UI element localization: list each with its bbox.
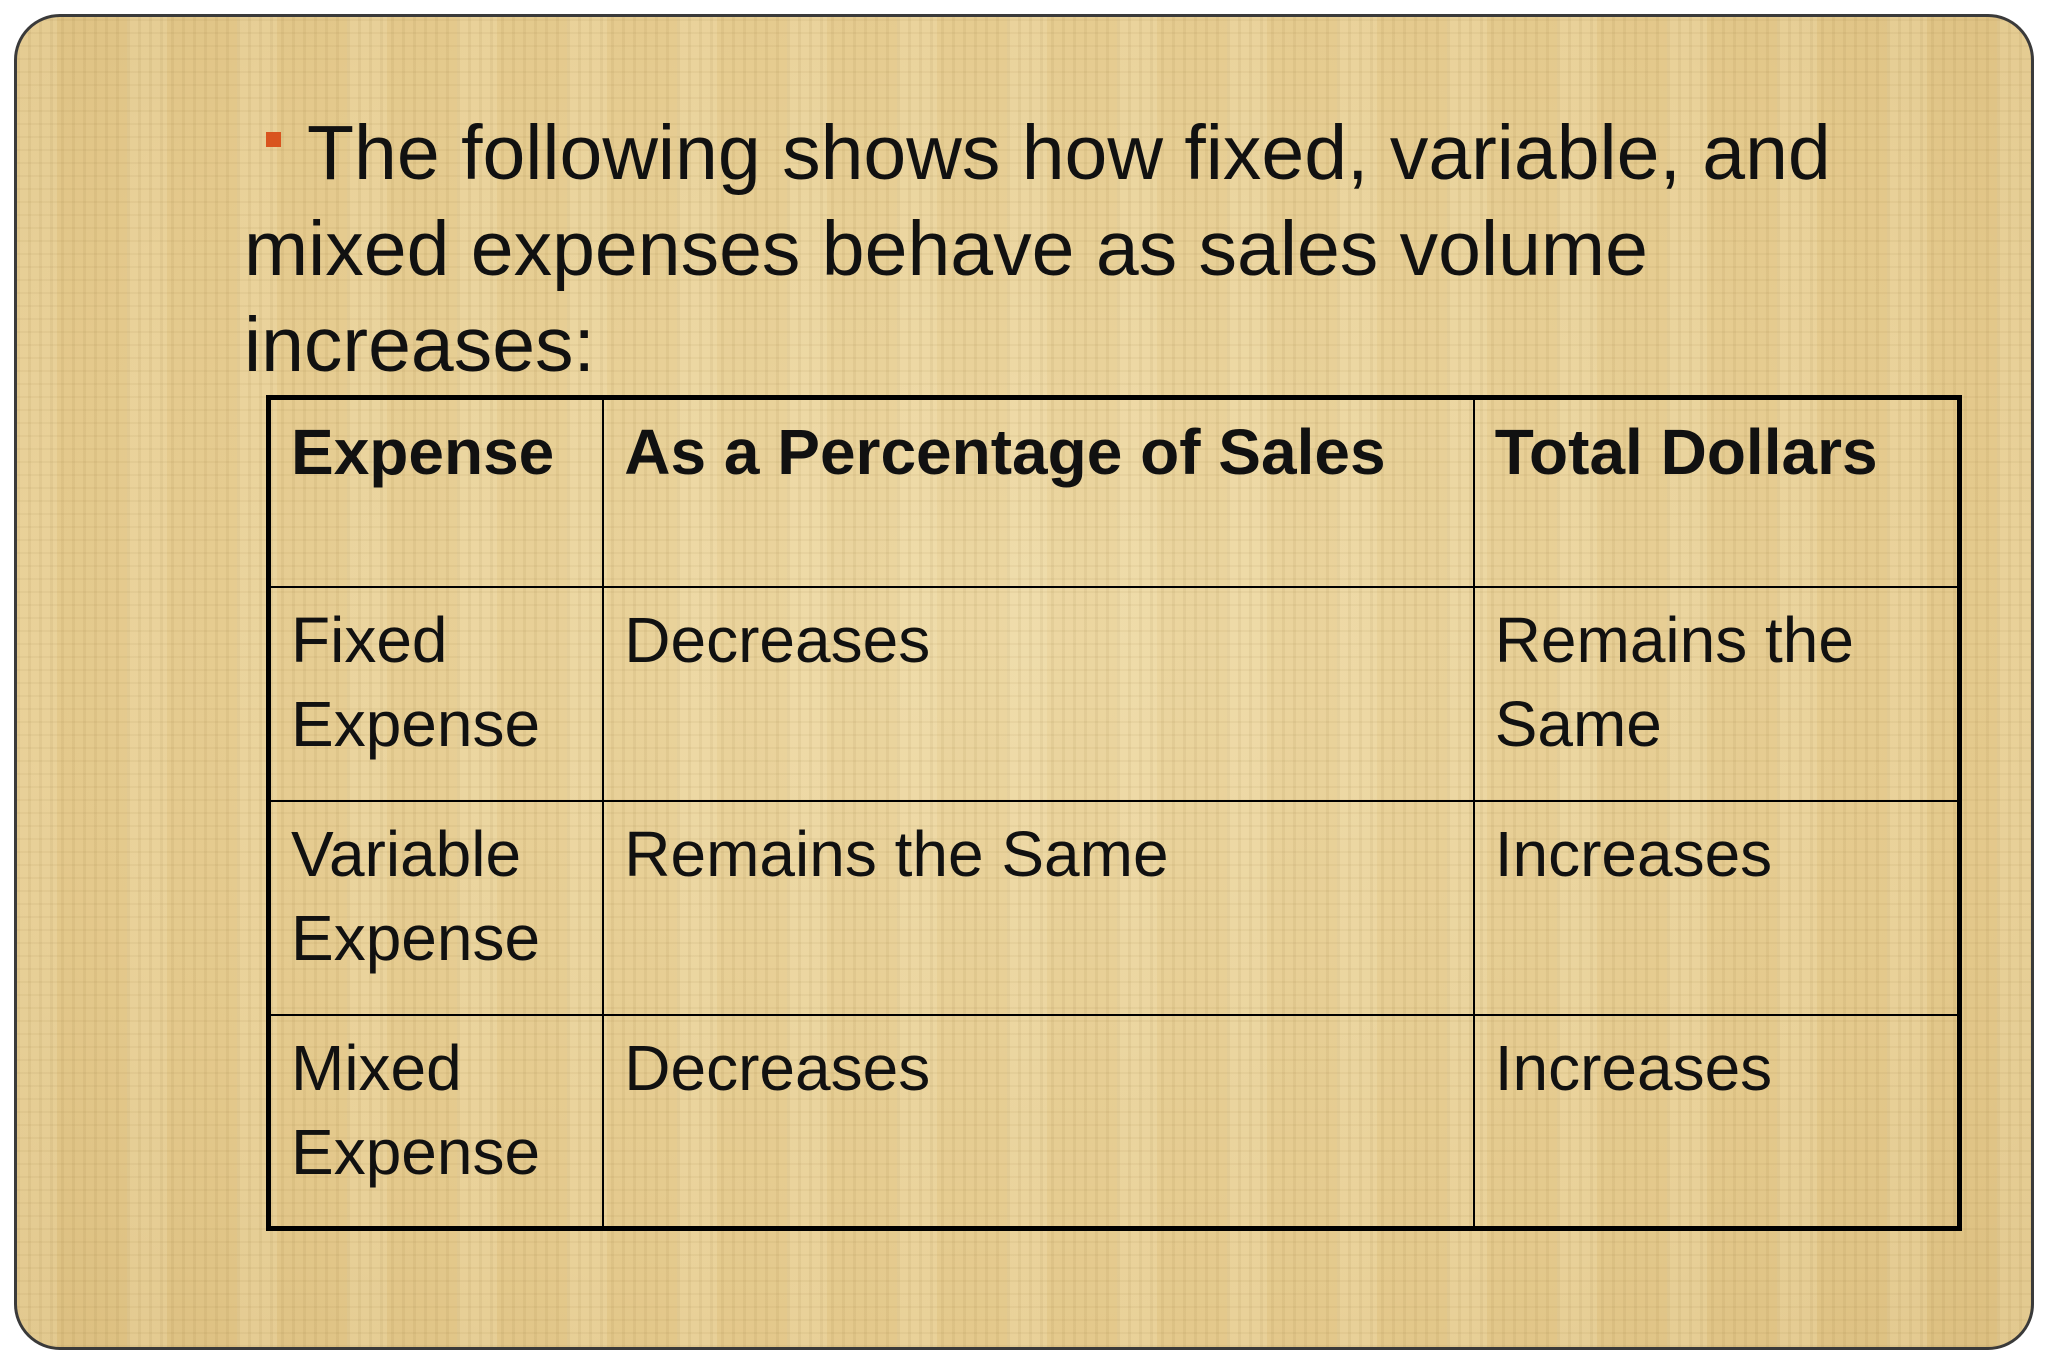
table-row: Mixed Expense Decreases Increases xyxy=(267,1013,1961,1230)
cell-percentage-of-sales: Decreases xyxy=(602,585,1475,802)
cell-total-dollars: Increases xyxy=(1472,1013,1961,1230)
table-row: Variable Expense Remains the Same Increa… xyxy=(267,799,1961,1016)
table-header-row: Expense As a Percentage of Sales Total D… xyxy=(267,396,1961,588)
slide: The following shows how fixed, variable,… xyxy=(14,14,2034,1350)
table-row: Fixed Expense Decreases Remains the Same xyxy=(267,585,1961,802)
cell-expense-type: Mixed Expense xyxy=(267,1013,605,1230)
intro-paragraph: The following shows how fixed, variable,… xyxy=(244,105,1944,393)
cell-expense-type: Fixed Expense xyxy=(267,585,605,802)
square-bullet-icon xyxy=(266,131,281,147)
header-total-dollars: Total Dollars xyxy=(1472,396,1961,588)
cell-percentage-of-sales: Remains the Same xyxy=(602,799,1475,1016)
header-expense: Expense xyxy=(267,396,605,588)
cell-expense-type: Variable Expense xyxy=(267,799,605,1016)
cell-total-dollars: Increases xyxy=(1472,799,1961,1016)
cell-percentage-of-sales: Decreases xyxy=(602,1013,1475,1230)
expense-behavior-table: Expense As a Percentage of Sales Total D… xyxy=(266,395,1962,1231)
intro-text: The following shows how fixed, variable,… xyxy=(244,110,1831,388)
cell-total-dollars: Remains the Same xyxy=(1472,585,1961,802)
header-percentage-of-sales: As a Percentage of Sales xyxy=(602,396,1475,588)
